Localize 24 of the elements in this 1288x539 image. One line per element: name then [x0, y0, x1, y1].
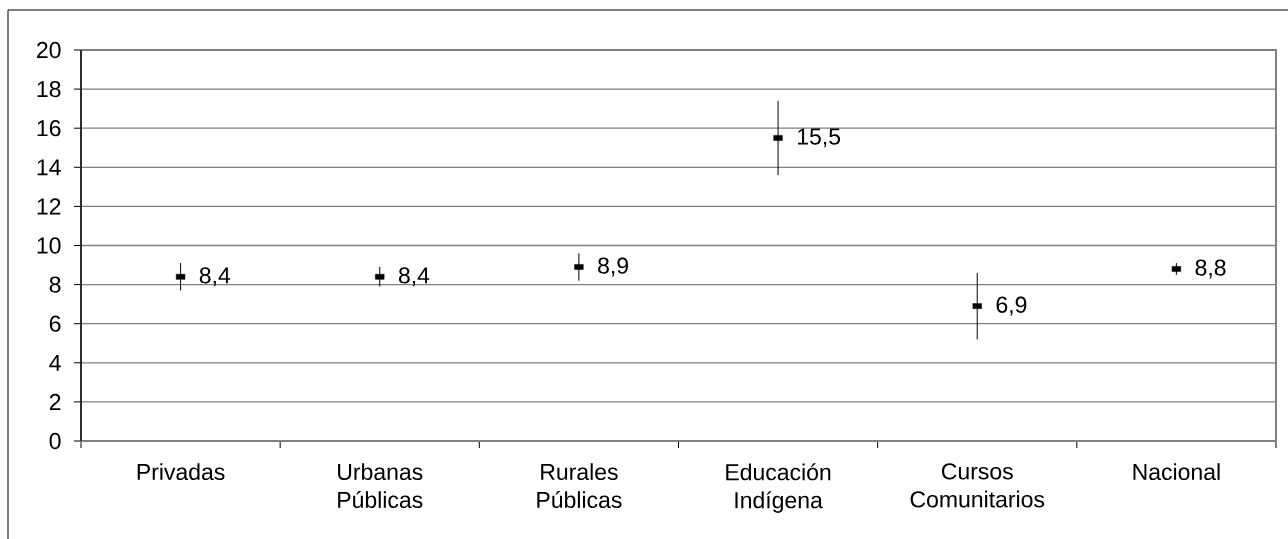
data-label: 15,5 — [798, 128, 841, 148]
x-tick-label: Nacional — [1133, 463, 1220, 481]
x-tick-label: Educación Indígena — [726, 463, 831, 513]
y-tick-label: 0 — [49, 432, 61, 450]
y-tick-label: 10 — [37, 237, 61, 254]
y-tick-label: 6 — [49, 315, 61, 332]
x-tick-label: Urbanas Públicas — [338, 463, 423, 509]
data-label: 8,4 — [199, 267, 231, 287]
y-tick-label: 20 — [37, 41, 61, 59]
y-tick-label: 12 — [37, 198, 61, 215]
data-label: 8,9 — [598, 257, 628, 277]
data-label: 8,4 — [398, 267, 430, 287]
x-tick-label: Cursos Comunitarios — [910, 463, 1045, 508]
point — [375, 273, 385, 280]
x-tick-label: Rurales Públicas — [537, 463, 622, 509]
data-label: 8,8 — [1195, 259, 1226, 279]
x-tick-label: Privadas — [137, 463, 225, 481]
y-tick-label: 8 — [49, 276, 61, 293]
y-tick-label: 16 — [37, 120, 61, 137]
y-tick-label: 4 — [49, 354, 61, 371]
y-tick-label: 2 — [49, 393, 61, 410]
y-tick-label: 18 — [37, 80, 61, 98]
data-label: 6,9 — [996, 296, 1027, 316]
y-tick-label: 14 — [37, 159, 61, 176]
